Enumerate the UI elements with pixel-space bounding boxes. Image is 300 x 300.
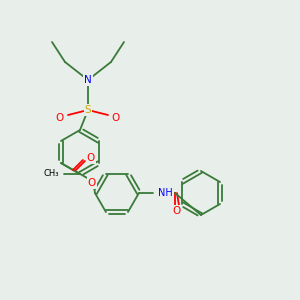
Text: O: O bbox=[87, 153, 95, 163]
Text: O: O bbox=[56, 113, 64, 123]
Text: CH₃: CH₃ bbox=[44, 169, 59, 178]
Text: N: N bbox=[84, 75, 92, 85]
Text: NH: NH bbox=[158, 188, 173, 198]
Text: O: O bbox=[112, 113, 120, 123]
Text: O: O bbox=[173, 206, 181, 216]
Text: O: O bbox=[88, 178, 96, 188]
Text: S: S bbox=[85, 105, 91, 115]
